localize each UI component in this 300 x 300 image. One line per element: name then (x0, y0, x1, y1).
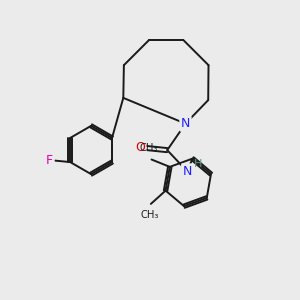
Text: CH₃: CH₃ (140, 210, 159, 220)
Text: N: N (183, 165, 192, 178)
Text: N: N (181, 117, 190, 130)
Text: H: H (194, 159, 202, 169)
Text: O: O (135, 141, 145, 154)
Text: F: F (46, 154, 53, 167)
Text: CH₃: CH₃ (140, 143, 158, 153)
